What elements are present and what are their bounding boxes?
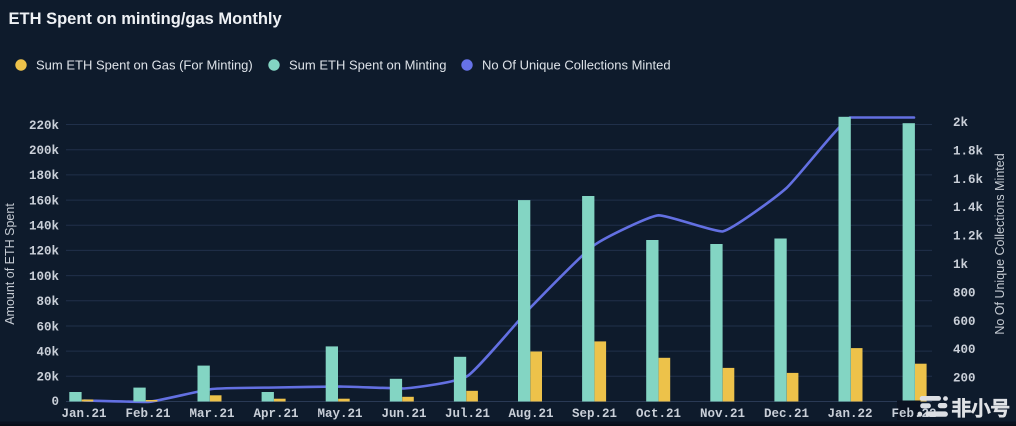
- svg-text:0: 0: [51, 395, 59, 409]
- svg-text:1.4k: 1.4k: [953, 201, 984, 215]
- svg-text:400: 400: [953, 343, 976, 357]
- svg-text:220k: 220k: [29, 119, 60, 133]
- svg-text:Sep.21: Sep.21: [572, 407, 617, 421]
- svg-text:200k: 200k: [29, 144, 60, 158]
- svg-text:Jul.21: Jul.21: [445, 407, 490, 421]
- svg-text:60k: 60k: [36, 320, 59, 334]
- svg-text:160k: 160k: [29, 194, 60, 208]
- svg-text:No Of Unique Collections Minte: No Of Unique Collections Minted: [482, 58, 671, 73]
- svg-text:80k: 80k: [36, 295, 59, 309]
- svg-text:May.21: May.21: [317, 407, 362, 421]
- svg-text:非小号: 非小号: [952, 398, 1011, 420]
- svg-text:Dec.21: Dec.21: [764, 407, 809, 421]
- svg-text:Sum ETH Spent on Minting: Sum ETH Spent on Minting: [289, 58, 447, 73]
- svg-text:20k: 20k: [36, 371, 59, 385]
- svg-text:180k: 180k: [29, 169, 60, 183]
- svg-text:600: 600: [953, 315, 976, 329]
- svg-text:Sum ETH Spent on Gas (For Mint: Sum ETH Spent on Gas (For Minting): [36, 58, 253, 73]
- svg-text:40k: 40k: [36, 345, 59, 359]
- svg-text:Amount of ETH Spent: Amount of ETH Spent: [3, 203, 17, 325]
- svg-text:1.2k: 1.2k: [953, 230, 984, 244]
- svg-text:Apr.21: Apr.21: [253, 407, 298, 421]
- svg-text:Oct.21: Oct.21: [636, 407, 681, 421]
- svg-text:No Of Unique Collections Minte: No Of Unique Collections Minted: [993, 153, 1007, 334]
- svg-text:ETH Spent on minting/gas Month: ETH Spent on minting/gas Monthly: [9, 10, 283, 28]
- svg-text:800: 800: [953, 286, 976, 300]
- svg-text:1k: 1k: [953, 258, 969, 272]
- svg-text:1.8k: 1.8k: [953, 144, 984, 158]
- svg-text:Feb.21: Feb.21: [125, 407, 170, 421]
- svg-text:Nov.21: Nov.21: [700, 407, 745, 421]
- svg-text:Jan.22: Jan.22: [827, 407, 872, 421]
- svg-text:100k: 100k: [29, 270, 60, 284]
- svg-text:Aug.21: Aug.21: [508, 407, 553, 421]
- svg-text:Jan.21: Jan.21: [61, 407, 106, 421]
- svg-text:120k: 120k: [29, 245, 60, 259]
- svg-text:Jun.21: Jun.21: [381, 407, 426, 421]
- svg-text:2k: 2k: [953, 116, 969, 130]
- svg-text:140k: 140k: [29, 220, 60, 234]
- svg-text:Feb.22: Feb.22: [891, 407, 936, 421]
- svg-text:1.6k: 1.6k: [953, 173, 984, 187]
- svg-text:200: 200: [953, 372, 976, 386]
- svg-text:Mar.21: Mar.21: [189, 407, 234, 421]
